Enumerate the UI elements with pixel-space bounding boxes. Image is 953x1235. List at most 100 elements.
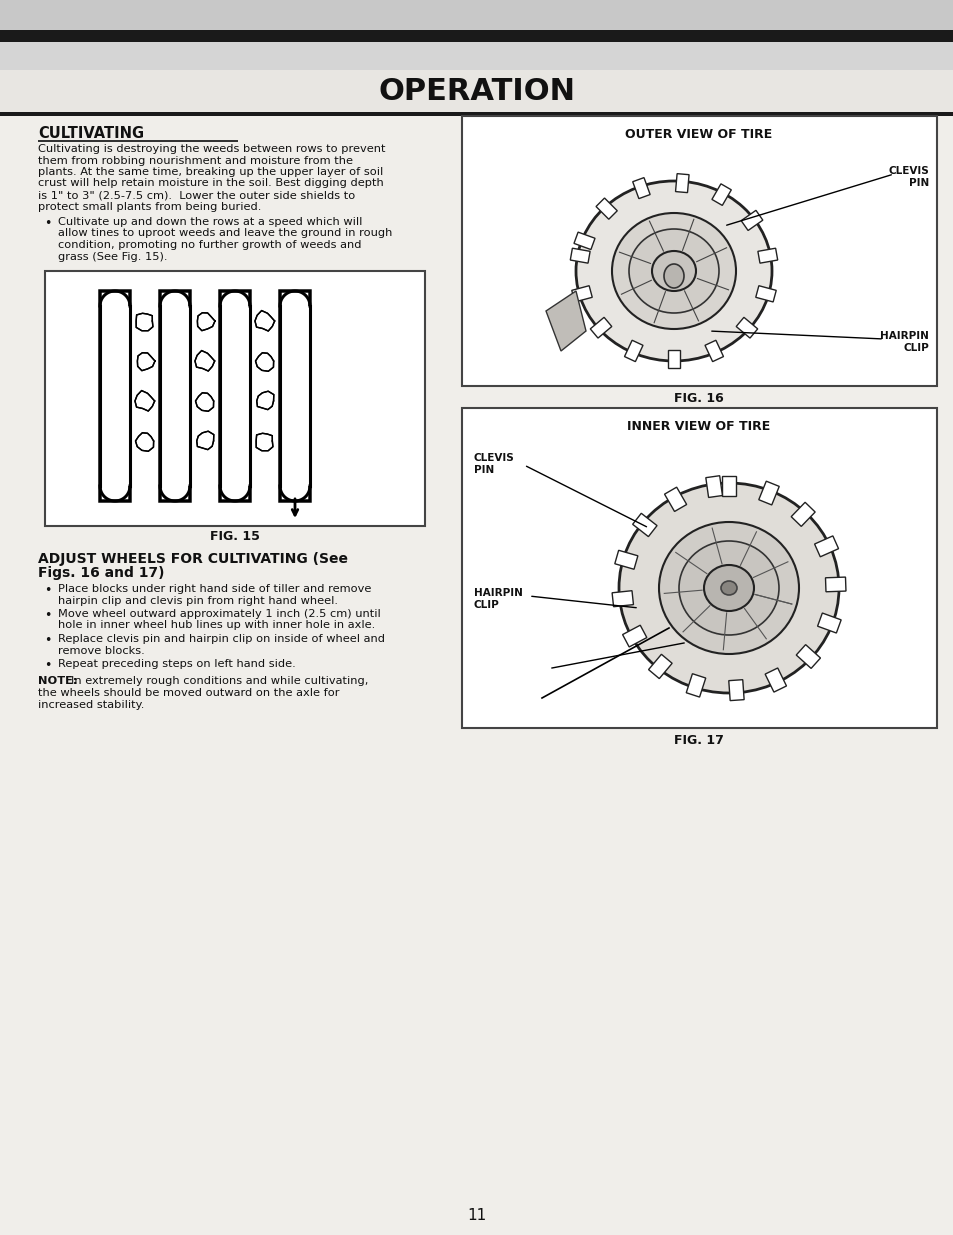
Text: FIG. 16: FIG. 16 xyxy=(674,391,723,405)
Text: Figs. 16 and 17): Figs. 16 and 17) xyxy=(38,566,164,580)
Polygon shape xyxy=(667,351,679,368)
Polygon shape xyxy=(255,353,274,372)
FancyBboxPatch shape xyxy=(160,291,190,501)
Text: CLEVIS
PIN: CLEVIS PIN xyxy=(887,165,928,188)
Polygon shape xyxy=(596,198,617,220)
Text: remove blocks.: remove blocks. xyxy=(58,646,145,656)
Polygon shape xyxy=(136,314,152,331)
Ellipse shape xyxy=(663,264,683,288)
Text: hole in inner wheel hub lines up with inner hole in axle.: hole in inner wheel hub lines up with in… xyxy=(58,620,375,631)
Ellipse shape xyxy=(576,182,771,361)
Text: grass (See Fig. 15).: grass (See Fig. 15). xyxy=(58,252,168,262)
Bar xyxy=(0,70,953,112)
Ellipse shape xyxy=(612,212,735,329)
Polygon shape xyxy=(570,248,590,263)
Bar xyxy=(0,30,953,42)
Polygon shape xyxy=(790,503,814,526)
Bar xyxy=(461,116,936,387)
Text: OPERATION: OPERATION xyxy=(378,77,575,105)
Text: Cultivating is destroying the weeds between rows to prevent: Cultivating is destroying the weeds betw… xyxy=(38,144,385,154)
FancyBboxPatch shape xyxy=(220,291,250,501)
Bar xyxy=(100,306,130,487)
Polygon shape xyxy=(545,291,585,351)
Polygon shape xyxy=(704,341,722,362)
Text: •: • xyxy=(44,217,51,230)
Polygon shape xyxy=(590,317,611,338)
Polygon shape xyxy=(612,590,633,606)
Ellipse shape xyxy=(703,564,753,611)
Polygon shape xyxy=(632,514,657,537)
Polygon shape xyxy=(796,645,820,668)
Polygon shape xyxy=(758,482,779,505)
Text: Repeat preceding steps on left hand side.: Repeat preceding steps on left hand side… xyxy=(58,659,295,669)
Polygon shape xyxy=(824,577,845,592)
Polygon shape xyxy=(755,285,776,301)
Text: HAIRPIN
CLIP: HAIRPIN CLIP xyxy=(880,331,928,353)
Text: FIG. 15: FIG. 15 xyxy=(210,530,259,543)
Text: HAIRPIN
CLIP: HAIRPIN CLIP xyxy=(474,588,522,610)
Polygon shape xyxy=(757,248,777,263)
Text: increased stability.: increased stability. xyxy=(38,699,144,709)
Text: In extremely rough conditions and while cultivating,: In extremely rough conditions and while … xyxy=(71,677,368,687)
Text: crust will help retain moisture in the soil. Best digging depth: crust will help retain moisture in the s… xyxy=(38,179,383,189)
Polygon shape xyxy=(624,341,642,362)
Text: •: • xyxy=(44,609,51,622)
Ellipse shape xyxy=(651,251,696,291)
Polygon shape xyxy=(764,668,785,692)
Text: hairpin clip and clevis pin from right hand wheel.: hairpin clip and clevis pin from right h… xyxy=(58,595,337,605)
Polygon shape xyxy=(675,174,688,193)
Bar xyxy=(220,306,250,487)
Polygon shape xyxy=(134,390,154,411)
Polygon shape xyxy=(254,310,274,331)
Polygon shape xyxy=(195,393,213,411)
Polygon shape xyxy=(632,178,649,199)
Text: •: • xyxy=(44,584,51,597)
Polygon shape xyxy=(721,475,735,495)
FancyBboxPatch shape xyxy=(280,291,310,501)
FancyBboxPatch shape xyxy=(100,291,130,501)
Polygon shape xyxy=(705,475,721,498)
Polygon shape xyxy=(137,353,154,370)
Ellipse shape xyxy=(720,580,737,595)
Bar xyxy=(160,306,190,487)
Polygon shape xyxy=(614,551,638,569)
Polygon shape xyxy=(194,351,214,370)
Text: NOTE:: NOTE: xyxy=(38,677,77,687)
Bar xyxy=(45,270,424,526)
Polygon shape xyxy=(571,285,592,301)
Text: is 1" to 3" (2.5-7.5 cm).  Lower the outer side shields to: is 1" to 3" (2.5-7.5 cm). Lower the oute… xyxy=(38,190,355,200)
Text: them from robbing nourishment and moisture from the: them from robbing nourishment and moistu… xyxy=(38,156,353,165)
Polygon shape xyxy=(196,431,213,450)
Text: plants. At the same time, breaking up the upper layer of soil: plants. At the same time, breaking up th… xyxy=(38,167,383,177)
Polygon shape xyxy=(685,674,705,697)
Polygon shape xyxy=(255,433,273,451)
Polygon shape xyxy=(817,613,841,634)
Text: allow tines to uproot weeds and leave the ground in rough: allow tines to uproot weeds and leave th… xyxy=(58,228,392,238)
Text: CULTIVATING: CULTIVATING xyxy=(38,126,144,141)
Polygon shape xyxy=(622,625,646,647)
Text: ADJUST WHEELS FOR CULTIVATING (See: ADJUST WHEELS FOR CULTIVATING (See xyxy=(38,552,348,566)
Polygon shape xyxy=(135,432,153,451)
Polygon shape xyxy=(814,536,838,557)
Text: condition, promoting no further growth of weeds and: condition, promoting no further growth o… xyxy=(58,240,361,249)
Text: •: • xyxy=(44,634,51,647)
Bar xyxy=(0,42,953,70)
Bar xyxy=(0,112,953,116)
Ellipse shape xyxy=(659,522,799,655)
Bar xyxy=(38,140,237,142)
Polygon shape xyxy=(740,210,762,231)
Polygon shape xyxy=(664,487,686,511)
Text: the wheels should be moved outward on the axle for: the wheels should be moved outward on th… xyxy=(38,688,339,698)
Polygon shape xyxy=(574,232,595,249)
Bar xyxy=(461,408,936,727)
Ellipse shape xyxy=(628,228,719,312)
Polygon shape xyxy=(648,655,672,678)
Text: OUTER VIEW OF TIRE: OUTER VIEW OF TIRE xyxy=(625,128,772,141)
Text: Place blocks under right hand side of tiller and remove: Place blocks under right hand side of ti… xyxy=(58,584,371,594)
Text: protect small plants from being buried.: protect small plants from being buried. xyxy=(38,201,261,211)
Ellipse shape xyxy=(618,483,838,693)
Text: INNER VIEW OF TIRE: INNER VIEW OF TIRE xyxy=(627,420,770,433)
Bar xyxy=(0,0,953,30)
Polygon shape xyxy=(197,312,214,331)
Polygon shape xyxy=(728,679,743,700)
